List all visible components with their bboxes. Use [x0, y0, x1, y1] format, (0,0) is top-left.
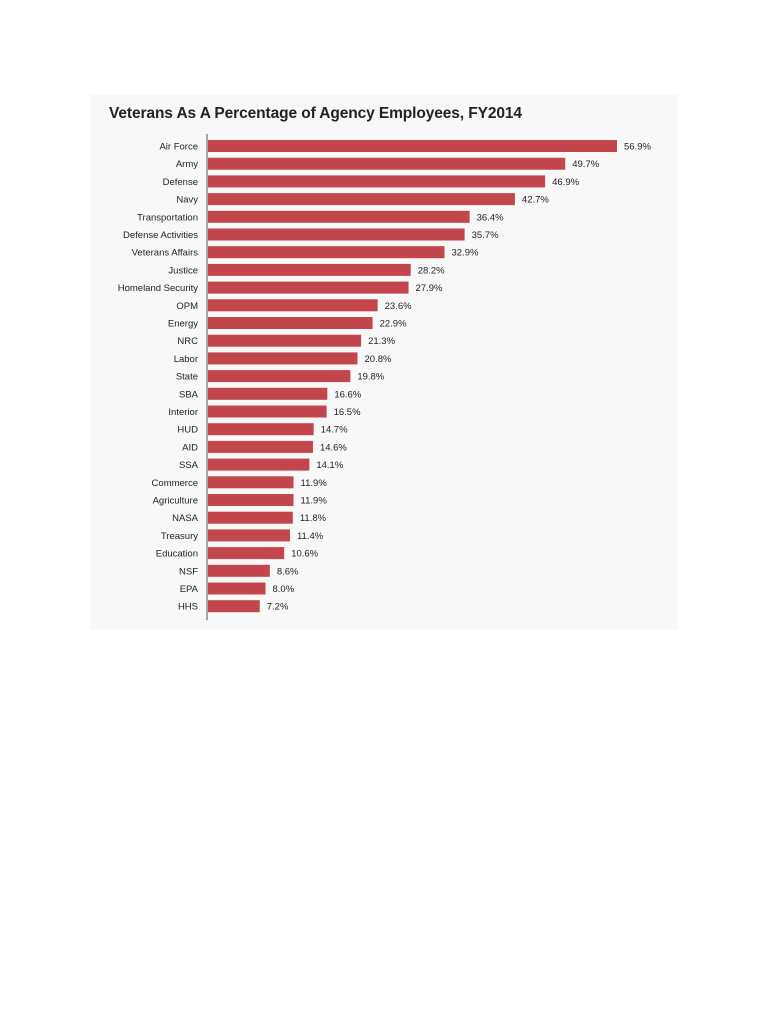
value-label: 32.9% [451, 248, 478, 259]
bar [208, 600, 260, 613]
bar [208, 281, 409, 294]
bar [208, 458, 310, 471]
value-label: 21.3% [368, 336, 395, 347]
bar [208, 423, 314, 436]
value-label: 46.9% [552, 177, 579, 188]
category-label: Commerce [152, 478, 198, 489]
value-label: 16.6% [334, 389, 361, 400]
chart-title: Veterans As A Percentage of Agency Emplo… [109, 105, 522, 122]
category-label: NSF [179, 566, 198, 577]
value-label: 23.6% [385, 301, 412, 312]
value-label: 11.9% [301, 496, 328, 507]
category-label: Treasury [161, 531, 198, 542]
category-label: Army [176, 159, 198, 170]
category-label: Justice [168, 265, 198, 276]
bar [208, 299, 378, 312]
bar [208, 387, 328, 400]
category-label: SBA [179, 389, 199, 400]
bar [208, 370, 351, 383]
category-label: SSA [179, 460, 199, 471]
category-label: Homeland Security [118, 283, 199, 294]
category-label: HHS [178, 602, 198, 613]
value-label: 14.6% [320, 442, 347, 453]
value-label: 20.8% [365, 354, 392, 365]
value-label: 14.1% [316, 460, 343, 471]
bar [208, 582, 266, 595]
bar [208, 529, 290, 542]
value-label: 7.2% [267, 602, 289, 613]
value-label: 14.7% [321, 425, 348, 436]
category-label: Energy [168, 319, 198, 330]
value-label: 42.7% [522, 195, 549, 206]
category-label: Defense [163, 177, 198, 188]
bar [208, 440, 313, 453]
category-label: OPM [176, 301, 198, 312]
category-label: Interior [168, 407, 198, 418]
value-label: 11.4% [297, 531, 324, 542]
category-label: Navy [176, 195, 198, 206]
category-label: EPA [180, 584, 199, 595]
category-label: Labor [174, 354, 198, 365]
value-label: 10.6% [291, 549, 318, 560]
value-label: 11.9% [301, 478, 328, 489]
category-label: HUD [177, 425, 198, 436]
bar [208, 140, 617, 152]
bar [208, 228, 465, 241]
bar [208, 405, 327, 418]
bar [208, 317, 373, 329]
bar [208, 352, 358, 365]
category-label: State [176, 372, 198, 383]
bar [208, 263, 411, 276]
bar [208, 334, 362, 347]
value-label: 56.9% [624, 142, 651, 153]
category-label: Agriculture [153, 496, 198, 507]
category-label: Air Force [159, 142, 198, 153]
category-label: NRC [177, 336, 198, 347]
category-label: Defense Activities [123, 230, 198, 241]
bar [208, 210, 470, 223]
category-label: Education [156, 549, 198, 560]
value-label: 35.7% [472, 230, 499, 241]
bar [208, 547, 285, 560]
bar [208, 511, 293, 524]
bar [208, 193, 515, 206]
value-label: 36.4% [477, 212, 504, 223]
value-label: 27.9% [416, 283, 443, 294]
category-label: AID [182, 442, 198, 453]
value-label: 19.8% [357, 372, 384, 383]
value-label: 16.5% [334, 407, 361, 418]
category-label: Transportation [137, 212, 198, 223]
bar [208, 476, 294, 489]
value-label: 8.0% [273, 584, 295, 595]
bar [208, 157, 566, 170]
value-label: 28.2% [418, 265, 445, 276]
bar [208, 246, 445, 259]
value-label: 11.8% [300, 513, 327, 524]
bar [208, 564, 270, 577]
bar [208, 494, 294, 506]
value-label: 49.7% [572, 159, 599, 170]
category-label: Veterans Affairs [132, 248, 199, 259]
category-label: NASA [172, 513, 199, 524]
value-label: 22.9% [380, 319, 407, 330]
bar [208, 175, 546, 188]
value-label: 8.6% [277, 566, 299, 577]
